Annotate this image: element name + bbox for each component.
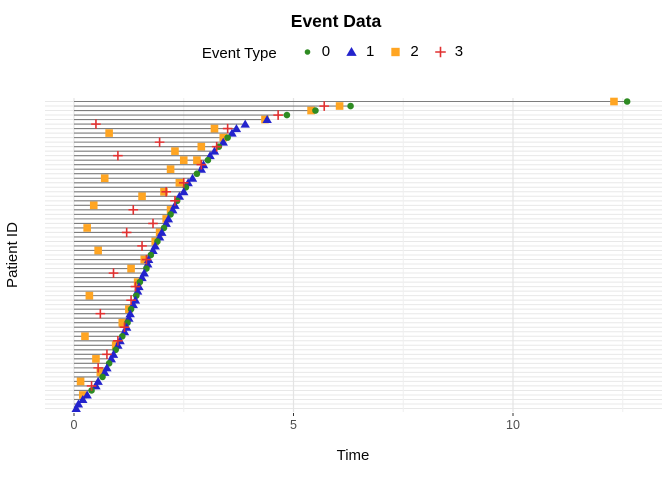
event-triangle-type1: [227, 128, 237, 137]
event-triangle-type1: [346, 47, 357, 56]
event-square-type2: [219, 133, 228, 142]
event-square-type2: [138, 192, 146, 201]
event-plus-type3: [161, 186, 171, 197]
event-triangle-type1: [82, 390, 92, 399]
plot-panel: 0 5 10 Time Patient ID: [4, 97, 662, 464]
event-dot-type0: [283, 111, 291, 119]
event-plus-type3: [141, 254, 152, 265]
event-plus-type3: [434, 46, 446, 58]
legend: Event Type 0 1 2 3: [0, 43, 672, 63]
event-square-type2: [193, 156, 201, 164]
event-plus-type3: [128, 205, 139, 215]
event-triangle-type1: [187, 173, 198, 182]
event-plus-type3: [130, 281, 141, 292]
event-triangle-type1: [240, 119, 250, 128]
event-square-type2: [171, 147, 179, 155]
event-square-type2: [85, 291, 94, 300]
event-plus-type3: [113, 335, 123, 346]
event-triangle-type1: [262, 115, 272, 124]
legend-key-square-icon: [391, 47, 401, 57]
legend-item-1: 1: [344, 43, 374, 60]
event-plus-type3: [102, 349, 112, 360]
event-plus-type3: [178, 177, 189, 188]
x-axis-tick-label: 0: [71, 418, 78, 432]
event-triangle-type1: [179, 187, 189, 196]
event-dot-type0: [623, 98, 631, 105]
legend-item-2: 2: [388, 43, 419, 60]
event-square-type2: [76, 377, 85, 386]
event-square-type2: [94, 246, 102, 255]
legend-item-3: 3: [433, 43, 463, 60]
event-plus-type3: [86, 381, 97, 391]
event-square-type2: [179, 156, 188, 164]
event-dot-type0: [193, 170, 201, 178]
event-plus-type3: [211, 141, 222, 152]
event-square-type2: [197, 142, 206, 151]
event-square-type2: [127, 264, 135, 273]
event-square-type2: [81, 332, 89, 341]
event-square-type2: [100, 174, 109, 183]
event-dot-type0: [224, 134, 231, 141]
event-plus-type3: [121, 227, 132, 238]
legend-item-label: 1: [366, 43, 375, 60]
event-markers: [71, 97, 631, 412]
x-axis: 0 5 10: [71, 413, 520, 432]
event-square-type2: [83, 224, 91, 232]
event-plus-type3: [170, 196, 180, 206]
event-square-type2: [166, 165, 175, 174]
legend-title: Event Type: [201, 44, 277, 62]
legend-key-plus-icon: [434, 46, 446, 58]
event-plus-type3: [273, 110, 283, 120]
event-plus-type3: [119, 322, 130, 333]
event-plus-type3: [91, 119, 101, 129]
event-square-type2: [610, 97, 618, 106]
legend-key-triangle-icon: [346, 47, 357, 56]
legend-item-label: 2: [410, 43, 419, 60]
event-square-type2: [89, 201, 98, 210]
event-plus-type3: [137, 241, 147, 251]
event-triangle-type1: [78, 394, 88, 403]
x-axis-tick-label: 5: [290, 418, 297, 432]
event-plus-type3: [319, 101, 330, 111]
event-dot-type0: [99, 373, 106, 381]
event-dot-type0: [204, 156, 212, 164]
event-dot-type0: [304, 49, 311, 55]
event-triangle-type1: [218, 137, 228, 146]
event-triangle-type1: [231, 124, 242, 133]
event-triangle-type1: [125, 309, 135, 318]
event-dot-type0: [347, 102, 354, 110]
x-axis-title: Time: [337, 447, 370, 464]
event-plus-type3: [148, 218, 158, 229]
event-square-type2: [391, 47, 401, 57]
event-square-type2: [118, 318, 127, 327]
event-square-type2: [335, 102, 344, 110]
event-triangle-type1: [209, 146, 220, 155]
legend-item-label: 3: [454, 43, 464, 60]
event-plus-type3: [154, 137, 165, 147]
y-axis-title: Patient ID: [4, 222, 21, 288]
event-plus-type3: [108, 268, 119, 278]
legend-key-circle-icon: [304, 49, 311, 55]
event-square-type2: [96, 368, 105, 377]
legend-item-0: 0: [300, 43, 330, 60]
event-plus-type3: [95, 308, 106, 319]
x-axis-tick-label: 10: [506, 418, 520, 432]
chart-title: Event Data: [290, 11, 382, 31]
legend-item-label: 0: [321, 43, 331, 60]
event-plus-type3: [93, 363, 103, 373]
event-square-type2: [92, 355, 100, 363]
event-plus-type3: [126, 295, 136, 305]
event-plus-type3: [196, 159, 207, 170]
event-square-type2: [105, 129, 113, 137]
event-triangle-type1: [71, 404, 81, 412]
event-square-type2: [307, 106, 315, 115]
event-square-type2: [210, 124, 219, 133]
legend-items: 0 1 2 3: [293, 43, 470, 63]
event-dot-type0: [312, 107, 319, 114]
event-plus-type3: [222, 123, 233, 134]
event-plus-type3: [113, 150, 123, 161]
event-square-type2: [78, 391, 87, 399]
